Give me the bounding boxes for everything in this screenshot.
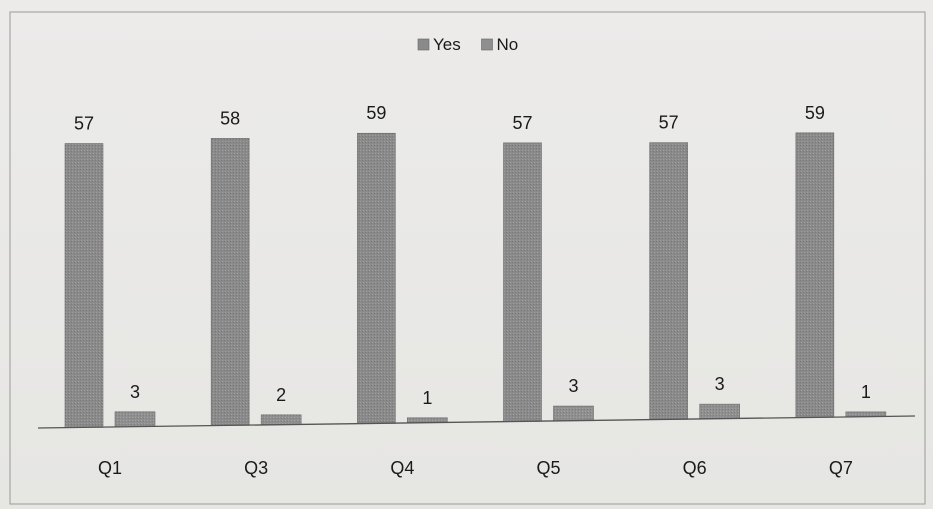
bar-texture xyxy=(699,404,740,419)
bar-texture xyxy=(845,411,886,417)
x-tick-q3: Q3 xyxy=(244,458,268,478)
bar-texture xyxy=(795,132,834,418)
x-tick-q4: Q4 xyxy=(390,458,414,478)
data-label-yes-q3: 58 xyxy=(220,108,240,128)
data-label-no-q6: 3 xyxy=(715,374,725,394)
x-tick-q5: Q5 xyxy=(536,458,560,478)
legend-label-yes: Yes xyxy=(433,35,461,54)
data-label-no-q4: 1 xyxy=(422,388,432,408)
data-label-yes-q6: 57 xyxy=(659,113,679,133)
bar-texture xyxy=(211,138,250,426)
bar-texture xyxy=(553,406,594,421)
data-label-no-q1: 3 xyxy=(130,382,140,402)
x-tick-q1: Q1 xyxy=(98,458,122,478)
data-label-yes-q7: 59 xyxy=(805,103,825,123)
bar-texture xyxy=(407,417,448,423)
bar-texture xyxy=(649,142,688,420)
data-label-yes-q4: 59 xyxy=(366,103,386,123)
x-tick-labels: Q1 Q3 Q4 Q5 Q6 Q7 xyxy=(98,458,853,478)
legend-swatch-yes xyxy=(417,38,430,51)
legend-label-no: No xyxy=(497,35,519,54)
data-label-no-q3: 2 xyxy=(276,385,286,405)
chart-border xyxy=(9,11,926,505)
data-labels-group: 57 3 58 2 59 1 57 3 57 3 59 1 xyxy=(74,103,871,408)
x-axis-line xyxy=(37,415,916,429)
bar-texture xyxy=(65,143,103,428)
data-label-no-q5: 3 xyxy=(568,376,578,396)
bar-texture xyxy=(261,414,302,425)
bar-texture xyxy=(357,133,396,424)
legend-swatch-no xyxy=(481,38,493,51)
data-label-yes-q1: 57 xyxy=(74,113,94,133)
bar-texture xyxy=(115,411,155,427)
x-tick-q7: Q7 xyxy=(829,458,853,478)
bar-texture xyxy=(503,142,542,422)
data-label-yes-q5: 57 xyxy=(512,113,532,133)
x-tick-q6: Q6 xyxy=(683,458,707,478)
legend: Yes No xyxy=(417,35,519,54)
bars-group xyxy=(64,132,887,428)
data-label-no-q7: 1 xyxy=(861,382,871,402)
